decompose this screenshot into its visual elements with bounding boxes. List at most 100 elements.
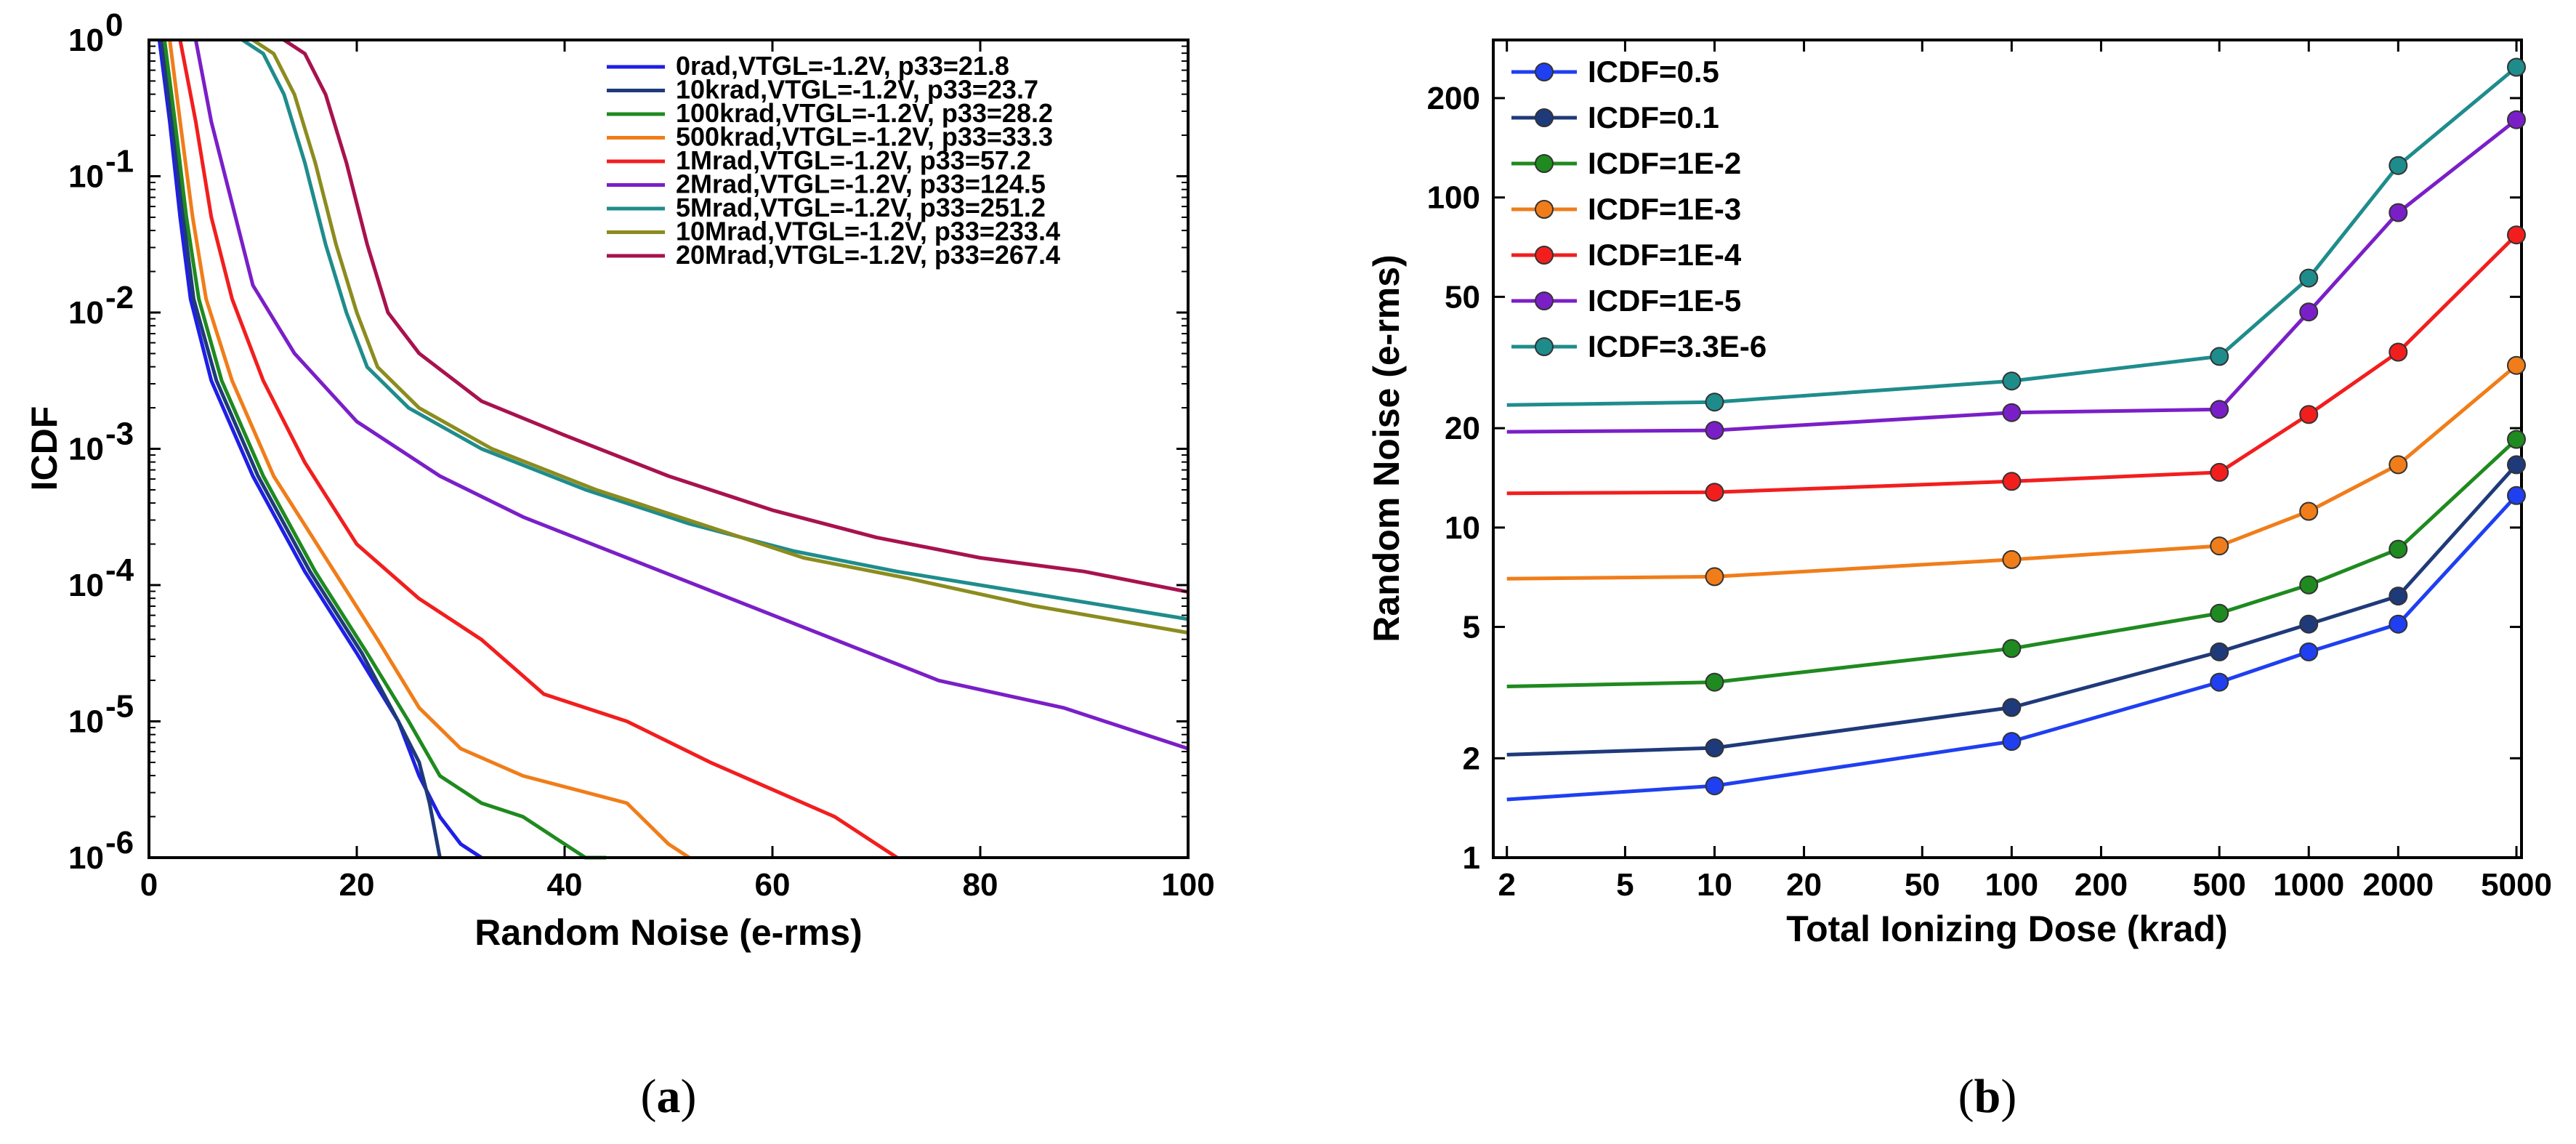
a-series-line-5: [193, 39, 1189, 751]
panel-b-legend: ICDF=0.5 ICDF=0.1 ICDF=1E-2 ICDF=1E-3 ICDF=1…: [1511, 55, 1767, 363]
b-legend-marker-2: [1535, 154, 1554, 173]
panel-a-xlabel: Random Noise (e-rms): [475, 912, 862, 953]
a-ytick-label: 10: [68, 159, 104, 195]
b-point-2-5: [2389, 539, 2408, 559]
b-legend-label-3: ICDF=1E-3: [1588, 192, 1741, 226]
a-legend-label-8: 20Mrad,VTGL=-1.2V, p33=267.4: [676, 240, 1060, 270]
a-ytick-label: 10: [68, 295, 104, 331]
b-point-6-2: [2002, 371, 2022, 391]
a-ytick-base: 10: [68, 295, 104, 331]
a-ytick-label: 10: [68, 704, 104, 740]
panel-b-caption: (b): [1958, 1070, 2017, 1123]
b-point-2-3: [2210, 603, 2229, 623]
b-legend-marker-1: [1535, 108, 1554, 127]
a-series-line-4: [178, 39, 898, 860]
a-series-line-6: [241, 38, 1189, 621]
a-ytick-exponent: -3: [105, 416, 134, 452]
panel-b-ylabel: Random Noise (e-rms): [1366, 254, 1407, 642]
b-legend-marker-4: [1535, 246, 1554, 265]
b-xtick-label: 200: [2075, 867, 2128, 903]
a-series-line-1: [159, 39, 442, 858]
b-legend-label-1: ICDF=0.1: [1588, 100, 1719, 134]
a-legend-label-1: 10krad,VTGL=-1.2V, p33=23.7: [676, 75, 1038, 105]
b-xtick-label: 10: [1697, 867, 1732, 903]
panel-a-caption-letter: a: [657, 1070, 681, 1123]
b-xtick-label: 100: [1985, 867, 2038, 903]
a-ytick-exponent: -1: [105, 144, 134, 180]
a-ytick-label: 10: [68, 840, 104, 876]
b-xtick-label: 1000: [2273, 867, 2344, 903]
b-series-line-4: [1506, 233, 2518, 496]
b-point-3-4: [2299, 501, 2319, 521]
b-point-2-4: [2299, 575, 2319, 595]
a-legend-label-0: 0rad,VTGL=-1.2V, p33=21.8: [676, 51, 1009, 81]
b-point-0-4: [2299, 642, 2319, 661]
b-point-6-6: [2507, 57, 2526, 77]
b-ytick-label: 50: [1445, 279, 1480, 315]
a-series-line-3: [168, 39, 690, 860]
a-series-line-2: [162, 39, 607, 860]
b-legend-marker-5: [1535, 291, 1554, 310]
a-ytick-exponent: -2: [105, 280, 134, 315]
b-xtick-label: 20: [1786, 867, 1822, 903]
b-point-1-2: [2002, 698, 2022, 717]
b-point-0-5: [2389, 614, 2408, 634]
b-point-1-4: [2299, 614, 2319, 634]
a-legend-label-4: 1Mrad,VTGL=-1.2V, p33=57.2: [676, 145, 1031, 175]
panel-b-series: [1506, 57, 2526, 802]
b-ytick-label: 1: [1463, 840, 1480, 876]
b-point-0-6: [2507, 486, 2526, 505]
a-ytick-exponent: -5: [105, 689, 134, 725]
b-point-5-2: [2002, 403, 2022, 422]
b-xtick-label: 5000: [2481, 867, 2552, 903]
panel-b-caption-letter: b: [1974, 1070, 2001, 1123]
b-point-2-6: [2507, 430, 2526, 449]
a-ytick-base: 10: [68, 568, 104, 603]
b-point-3-1: [1705, 567, 1724, 587]
a-ytick-exponent: -4: [105, 552, 134, 588]
b-point-4-6: [2507, 225, 2526, 245]
a-ytick-base: 10: [68, 159, 104, 195]
b-legend-marker-3: [1535, 200, 1554, 219]
a-legend-label-2: 100krad,VTGL=-1.2V, p33=28.2: [676, 98, 1053, 128]
a-xtick-label: 0: [140, 867, 158, 903]
panel-a-legend: 0rad,VTGL=-1.2V, p33=21.810krad,VTGL=-1.…: [607, 51, 1060, 270]
b-point-5-1: [1705, 421, 1724, 440]
b-point-3-5: [2389, 455, 2408, 475]
a-ytick-exponent: -6: [105, 825, 134, 861]
b-point-0-1: [1705, 776, 1724, 796]
b-legend-label-6: ICDF=3.3E-6: [1588, 329, 1767, 363]
b-point-4-2: [2002, 472, 2022, 491]
b-point-2-1: [1705, 672, 1724, 692]
b-legend-label-0: ICDF=0.5: [1588, 55, 1719, 89]
b-legend-label-5: ICDF=1E-5: [1588, 283, 1741, 318]
b-point-0-3: [2210, 672, 2229, 692]
a-ytick-base: 10: [68, 840, 104, 876]
b-point-2-2: [2002, 639, 2022, 658]
b-point-4-5: [2389, 342, 2408, 362]
b-xtick-label: 2000: [2362, 867, 2434, 903]
b-point-4-3: [2210, 462, 2229, 482]
b-point-3-3: [2210, 536, 2229, 556]
a-legend-label-5: 2Mrad,VTGL=-1.2V, p33=124.5: [676, 169, 1046, 199]
panel-b-frame: [1492, 39, 2523, 859]
b-legend-marker-0: [1535, 63, 1554, 81]
panel-a-series: [157, 38, 1189, 860]
b-point-5-5: [2389, 203, 2408, 222]
a-xtick-label: 60: [755, 867, 791, 903]
a-xtick-label: 100: [1161, 867, 1214, 903]
a-ytick-base: 10: [68, 432, 104, 467]
b-point-6-5: [2389, 156, 2408, 175]
panel-a-ylabel: ICDF: [24, 406, 65, 491]
b-xtick-label: 500: [2192, 867, 2245, 903]
b-point-6-4: [2299, 268, 2319, 288]
a-legend-label-7: 10Mrad,VTGL=-1.2V, p33=233.4: [676, 217, 1060, 246]
a-legend-label-3: 500krad,VTGL=-1.2V, p33=33.3: [676, 122, 1053, 152]
b-legend-label-2: ICDF=1E-2: [1588, 146, 1741, 180]
b-xtick-label: 50: [1905, 867, 1940, 903]
a-ytick-label: 10: [68, 432, 104, 467]
a-series-line-0: [157, 39, 483, 860]
a-legend-label-6: 5Mrad,VTGL=-1.2V, p33=251.2: [676, 193, 1046, 222]
